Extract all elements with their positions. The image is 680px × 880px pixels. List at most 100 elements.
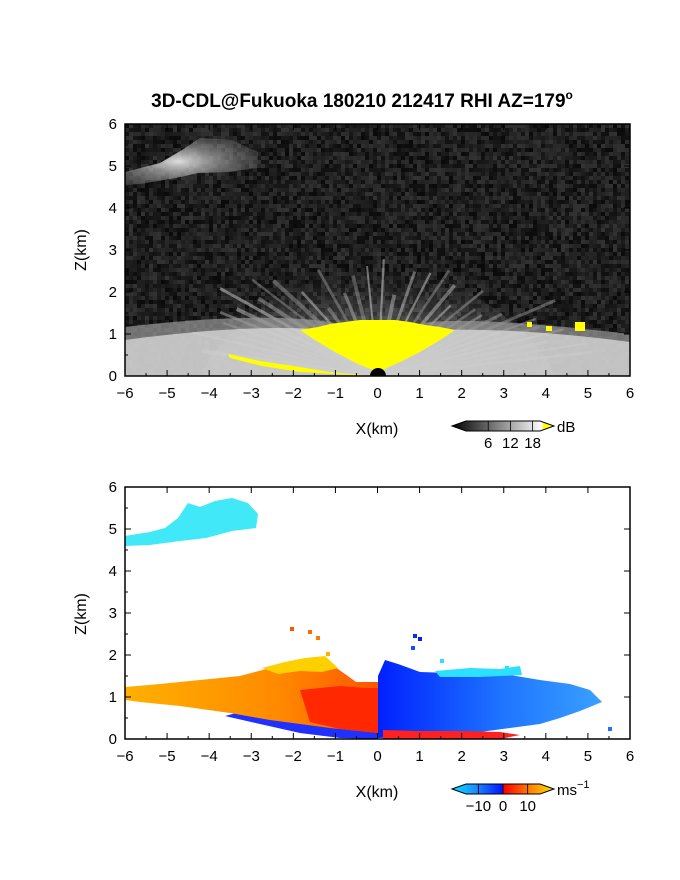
noise-cell bbox=[389, 244, 393, 248]
noise-cell bbox=[485, 272, 489, 276]
noise-cell bbox=[345, 172, 349, 176]
noise-cell bbox=[481, 260, 485, 264]
noise-cell bbox=[497, 276, 501, 280]
noise-cell bbox=[265, 176, 269, 180]
noise-cell bbox=[417, 220, 421, 224]
noise-cell bbox=[225, 260, 229, 264]
noise-cell bbox=[153, 156, 157, 160]
noise-cell bbox=[321, 160, 325, 164]
noise-cell bbox=[497, 192, 501, 196]
noise-cell bbox=[141, 236, 145, 240]
noise-cell bbox=[285, 144, 289, 148]
noise-cell bbox=[161, 224, 165, 228]
noise-cell bbox=[601, 208, 605, 212]
noise-cell bbox=[565, 140, 569, 144]
noise-cell bbox=[537, 180, 541, 184]
noise-cell bbox=[409, 240, 413, 244]
noise-cell bbox=[609, 244, 613, 248]
noise-cell bbox=[605, 212, 609, 216]
noise-cell bbox=[457, 156, 461, 160]
noise-cell bbox=[281, 160, 285, 164]
noise-cell bbox=[429, 204, 433, 208]
noise-cell bbox=[337, 156, 341, 160]
noise-cell bbox=[409, 252, 413, 256]
noise-cell bbox=[301, 128, 305, 132]
noise-cell bbox=[357, 176, 361, 180]
noise-cell bbox=[449, 140, 453, 144]
noise-cell bbox=[253, 176, 257, 180]
noise-cell bbox=[309, 264, 313, 268]
noise-cell bbox=[429, 232, 433, 236]
noise-cell bbox=[161, 252, 165, 256]
noise-cell bbox=[289, 208, 293, 212]
noise-cell bbox=[481, 224, 485, 228]
noise-cell bbox=[401, 184, 405, 188]
noise-cell bbox=[597, 192, 601, 196]
noise-cell bbox=[133, 128, 137, 132]
noise-cell bbox=[337, 268, 341, 272]
noise-cell bbox=[553, 200, 557, 204]
noise-cell bbox=[197, 256, 201, 260]
noise-cell bbox=[369, 188, 373, 192]
noise-cell bbox=[349, 264, 353, 268]
noise-cell bbox=[445, 220, 449, 224]
noise-cell bbox=[621, 236, 625, 240]
noise-cell bbox=[309, 244, 313, 248]
noise-cell bbox=[281, 212, 285, 216]
noise-cell bbox=[365, 256, 369, 260]
noise-cell bbox=[593, 160, 597, 164]
noise-cell bbox=[445, 244, 449, 248]
noise-cell bbox=[457, 148, 461, 152]
noise-cell bbox=[125, 140, 129, 144]
noise-cell bbox=[449, 252, 453, 256]
noise-cell bbox=[517, 256, 521, 260]
noise-cell bbox=[389, 172, 393, 176]
noise-cell bbox=[141, 192, 145, 196]
noise-cell bbox=[453, 248, 457, 252]
noise-cell bbox=[585, 248, 589, 252]
noise-cell bbox=[317, 168, 321, 172]
noise-cell bbox=[245, 256, 249, 260]
noise-cell bbox=[577, 188, 581, 192]
noise-cell bbox=[365, 172, 369, 176]
noise-cell bbox=[165, 228, 169, 232]
noise-cell bbox=[133, 148, 137, 152]
noise-cell bbox=[293, 216, 297, 220]
noise-cell bbox=[473, 204, 477, 208]
noise-cell bbox=[405, 184, 409, 188]
noise-cell bbox=[321, 196, 325, 200]
noise-cell bbox=[249, 232, 253, 236]
noise-cell bbox=[413, 164, 417, 168]
noise-cell bbox=[189, 280, 193, 284]
noise-cell bbox=[573, 244, 577, 248]
noise-cell bbox=[601, 192, 605, 196]
noise-cell bbox=[353, 136, 357, 140]
noise-cell bbox=[213, 216, 217, 220]
noise-cell bbox=[289, 204, 293, 208]
noise-cell bbox=[141, 220, 145, 224]
noise-cell bbox=[553, 228, 557, 232]
noise-cell bbox=[289, 124, 293, 128]
noise-cell bbox=[189, 224, 193, 228]
noise-cell bbox=[229, 196, 233, 200]
noise-cell bbox=[549, 144, 553, 148]
noise-cell bbox=[521, 232, 525, 236]
noise-cell bbox=[533, 204, 537, 208]
noise-cell bbox=[229, 260, 233, 264]
noise-cell bbox=[593, 152, 597, 156]
noise-cell bbox=[425, 248, 429, 252]
noise-cell bbox=[601, 212, 605, 216]
noise-cell bbox=[433, 144, 437, 148]
noise-cell bbox=[597, 200, 601, 204]
noise-cell bbox=[273, 160, 277, 164]
noise-cell bbox=[493, 196, 497, 200]
noise-cell bbox=[341, 228, 345, 232]
noise-cell bbox=[533, 132, 537, 136]
noise-cell bbox=[149, 252, 153, 256]
noise-cell bbox=[369, 208, 373, 212]
noise-cell bbox=[597, 248, 601, 252]
noise-cell bbox=[445, 136, 449, 140]
noise-cell bbox=[205, 204, 209, 208]
noise-cell bbox=[273, 268, 277, 272]
noise-cell bbox=[277, 260, 281, 264]
